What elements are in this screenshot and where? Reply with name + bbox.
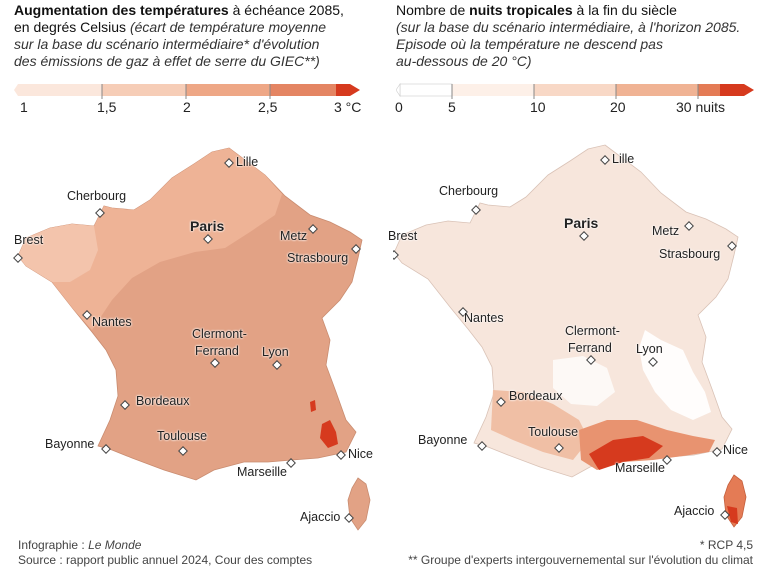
nights-city-strasbourg: Strasbourg	[659, 247, 721, 261]
nights-city-marseille: Marseille	[615, 461, 666, 475]
footer-notes: * RCP 4,5 ** Groupe d'experts intergouve…	[408, 538, 753, 568]
nights-city-brest: Brest	[388, 229, 418, 243]
nights-tick-30: 30 nuits	[676, 99, 726, 115]
city-metz: Metz	[280, 229, 308, 243]
city-brest: Brest	[14, 233, 44, 247]
temperature-corsica-shape	[347, 477, 371, 531]
nights-city-metz: Metz	[652, 224, 680, 238]
tropical-nights-panel: Nombre de nuits tropicales à la fin du s…	[388, 0, 765, 571]
tropical-nights-legend-bar	[396, 83, 754, 99]
temperature-tick-2: 2	[183, 99, 191, 115]
city-nice: Nice	[348, 447, 374, 461]
nights-city-markers	[393, 155, 737, 520]
city-lyon: Lyon	[262, 345, 289, 359]
temperature-title-italic-1: (écart de température moyenne	[129, 19, 327, 35]
nights-city-paris: Paris	[564, 215, 599, 231]
city-clermont-line2: Ferrand	[195, 344, 239, 358]
nights-tick-0: 0	[395, 99, 403, 115]
nights-city-cherbourg: Cherbourg	[439, 184, 499, 198]
city-paris: Paris	[190, 218, 225, 234]
city-marseille: Marseille	[237, 465, 288, 479]
tropical-nights-title: Nombre de nuits tropicales à la fin du s…	[396, 2, 740, 70]
temperature-title-rest: à échéance 2085,	[228, 2, 344, 18]
tropical-nights-title-italic-1: (sur la base du scénario intermédiaire, …	[396, 19, 741, 35]
city-clermont-line1: Clermont-	[192, 327, 247, 341]
temperature-zone-brittany	[18, 224, 98, 282]
footer-note-rcp: * RCP 4,5	[699, 538, 753, 552]
temperature-legend-bar	[14, 84, 360, 99]
tropical-nights-title-bold: nuits tropicales	[469, 2, 573, 18]
nights-tick-5: 5	[448, 99, 456, 115]
temperature-title-italic-2: sur la base du scénario intermédiaire* d…	[14, 36, 320, 52]
temperature-city-markers	[13, 158, 361, 523]
nights-city-clermont-line1: Clermont-	[565, 324, 620, 338]
city-strasbourg: Strasbourg	[287, 251, 349, 265]
nights-city-lyon: Lyon	[636, 342, 663, 356]
nights-zone-southwest	[491, 390, 589, 460]
nights-city-ajaccio: Ajaccio	[674, 504, 715, 518]
temperature-tick-1-5: 1,5	[97, 99, 117, 115]
city-toulouse: Toulouse	[157, 429, 208, 443]
city-lille: Lille	[236, 155, 259, 169]
temperature-zone-north	[18, 148, 282, 330]
footer-note-giec: ** Groupe d'experts intergouvernemental …	[408, 553, 753, 567]
city-bordeaux: Bordeaux	[136, 394, 190, 408]
city-bayonne: Bayonne	[45, 437, 95, 451]
footer-credit-italic: Le Monde	[88, 538, 142, 552]
nights-city-bordeaux: Bordeaux	[509, 389, 563, 403]
tropical-nights-map	[393, 144, 747, 528]
temperature-title-italic-3: des émissions de gaz à effet de serre du…	[14, 53, 320, 69]
temperature-tick-2-5: 2,5	[258, 99, 278, 115]
nights-france-shape	[393, 144, 739, 478]
temperature-hotspot-alps	[320, 420, 338, 448]
tropical-nights-title-italic-3: au-dessous de 20 °C)	[396, 53, 532, 69]
tropical-nights-title-post: à la fin du siècle	[572, 2, 677, 18]
nights-zone-massif-white	[553, 356, 615, 406]
temperature-tick-1: 1	[20, 99, 28, 115]
nights-tick-10: 10	[530, 99, 546, 115]
footer-credit-prefix: Infographie :	[18, 538, 89, 552]
nights-city-toulouse: Toulouse	[528, 425, 579, 439]
city-cherbourg: Cherbourg	[67, 189, 127, 203]
temperature-title-bold: Augmentation des températures	[14, 2, 229, 18]
temperature-tick-3: 3 °C	[334, 99, 362, 115]
nights-tick-20: 20	[610, 99, 626, 115]
nights-city-bayonne: Bayonne	[418, 433, 468, 447]
footer-source: Source : rapport public annuel 2024, Cou…	[18, 553, 313, 567]
nights-zone-mediterranean-hot	[589, 436, 663, 470]
city-ajaccio: Ajaccio	[300, 510, 341, 524]
footer-credits: Infographie : Le Monde Source : rapport …	[18, 538, 312, 568]
nights-city-nantes: Nantes	[464, 311, 504, 325]
city-nantes: Nantes	[92, 315, 132, 329]
temperature-map	[17, 147, 371, 531]
nights-zone-alps-white	[639, 330, 711, 420]
nights-city-nice: Nice	[723, 443, 749, 457]
tropical-nights-title-pre: Nombre de	[396, 2, 470, 18]
tropical-nights-title-italic-2: Episode où la température ne descend pas	[396, 36, 663, 52]
nights-city-clermont-line2: Ferrand	[568, 341, 612, 355]
temperature-title-line2: en degrés Celsius	[14, 19, 130, 35]
temperature-title: Augmentation des températures à échéance…	[14, 2, 344, 70]
temperature-panel: Augmentation des températures à échéance…	[0, 0, 374, 571]
nights-city-lille: Lille	[612, 152, 635, 166]
